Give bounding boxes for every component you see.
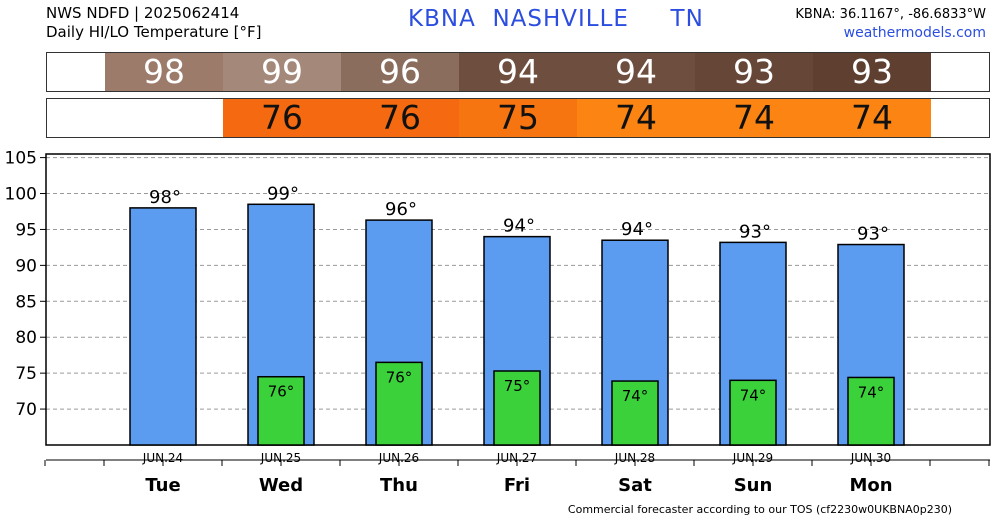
low-label: 76° bbox=[268, 383, 295, 401]
y-tick-label: 100 bbox=[5, 185, 37, 205]
station-title: KBNA NASHVILLE TN bbox=[408, 6, 704, 32]
low-temp-cell: 76 bbox=[223, 99, 341, 137]
high-temp-cell: 93 bbox=[813, 53, 931, 91]
low-bar bbox=[493, 370, 541, 446]
date-label: JUN.26 bbox=[378, 451, 419, 465]
high-label: 93° bbox=[739, 221, 771, 242]
day-label: Sat bbox=[618, 475, 652, 496]
y-tick-label: 80 bbox=[15, 328, 37, 348]
date-label: JUN.29 bbox=[732, 451, 773, 465]
high-label: 94° bbox=[503, 216, 535, 237]
high-label: 93° bbox=[857, 224, 889, 245]
low-temp-cell: 74 bbox=[577, 99, 695, 137]
high-temp-cell: 94 bbox=[577, 53, 695, 91]
low-bar bbox=[375, 361, 423, 446]
low-label: 74° bbox=[740, 386, 767, 404]
header-left: NWS NDFD | 2025062414 Daily HI/LO Temper… bbox=[46, 4, 262, 42]
product-line: NWS NDFD | 2025062414 bbox=[46, 4, 240, 22]
low-temp-cell bbox=[105, 99, 223, 137]
high-label: 96° bbox=[385, 199, 417, 220]
y-tick-label: 105 bbox=[5, 149, 37, 169]
high-temp-cell: 98 bbox=[105, 53, 223, 91]
station-code: KBNA bbox=[408, 6, 476, 32]
low-bar bbox=[257, 375, 305, 446]
date-label: JUN.28 bbox=[614, 451, 655, 465]
y-tick-label: 75 bbox=[15, 364, 37, 384]
high-temp-cell: 99 bbox=[223, 53, 341, 91]
low-bar bbox=[611, 380, 659, 446]
high-temp-cell: 93 bbox=[695, 53, 813, 91]
day-label: Sun bbox=[734, 475, 773, 496]
station-coords: KBNA: 36.1167°, -86.6833°W bbox=[795, 7, 986, 22]
y-tick-label: 90 bbox=[15, 256, 37, 276]
low-bar bbox=[847, 376, 895, 446]
high-label: 94° bbox=[621, 219, 653, 240]
low-label: 75° bbox=[504, 377, 531, 395]
y-tick-label: 85 bbox=[15, 292, 37, 312]
y-tick-label: 70 bbox=[15, 400, 37, 420]
day-label: Mon bbox=[849, 475, 892, 496]
site-link[interactable]: weathermodels.com bbox=[843, 25, 986, 41]
low-temp-cell bbox=[931, 99, 987, 137]
low-bar bbox=[729, 379, 777, 446]
station-city: NASHVILLE bbox=[492, 6, 629, 32]
high-temp-cell bbox=[931, 53, 987, 91]
high-temp-cell bbox=[47, 53, 105, 91]
low-temp-cell bbox=[47, 99, 105, 137]
high-temperature-strip: 98 99 96 94 94 93 93 bbox=[46, 52, 990, 92]
low-temp-cell: 75 bbox=[459, 99, 577, 137]
y-tick-label: 95 bbox=[15, 220, 37, 240]
high-label: 98° bbox=[149, 187, 181, 208]
date-label: JUN.30 bbox=[850, 451, 891, 465]
low-label: 74° bbox=[622, 387, 649, 405]
low-label: 76° bbox=[386, 368, 413, 386]
high-temp-cell: 94 bbox=[459, 53, 577, 91]
high-bar bbox=[129, 207, 197, 446]
low-temp-cell: 74 bbox=[813, 99, 931, 137]
low-label: 74° bbox=[858, 383, 885, 401]
date-label: JUN.24 bbox=[142, 451, 183, 465]
low-temp-cell: 74 bbox=[695, 99, 813, 137]
low-temp-cell: 76 bbox=[341, 99, 459, 137]
low-temperature-strip: 76 76 75 74 74 74 bbox=[46, 98, 990, 138]
day-label: Wed bbox=[259, 475, 303, 496]
chart-subtitle: Daily HI/LO Temperature [°F] bbox=[46, 23, 262, 41]
temperature-chart: 70 75 80 85 90 95 100 105 98° 99° 76° 96° 76° 94° 75° 9… bbox=[5, 149, 991, 496]
date-label: JUN.25 bbox=[260, 451, 301, 465]
day-label: Thu bbox=[380, 475, 418, 496]
date-label: JUN.27 bbox=[496, 451, 537, 465]
header-right: KBNA: 36.1167°, -86.6833°W weathermodels… bbox=[795, 5, 986, 43]
high-label: 99° bbox=[267, 183, 299, 204]
station-state: TN bbox=[670, 6, 704, 32]
footer-note: Commercial forecaster according to our T… bbox=[567, 503, 952, 516]
day-label: Fri bbox=[504, 475, 530, 496]
day-label: Tue bbox=[145, 475, 180, 496]
high-temp-cell: 96 bbox=[341, 53, 459, 91]
